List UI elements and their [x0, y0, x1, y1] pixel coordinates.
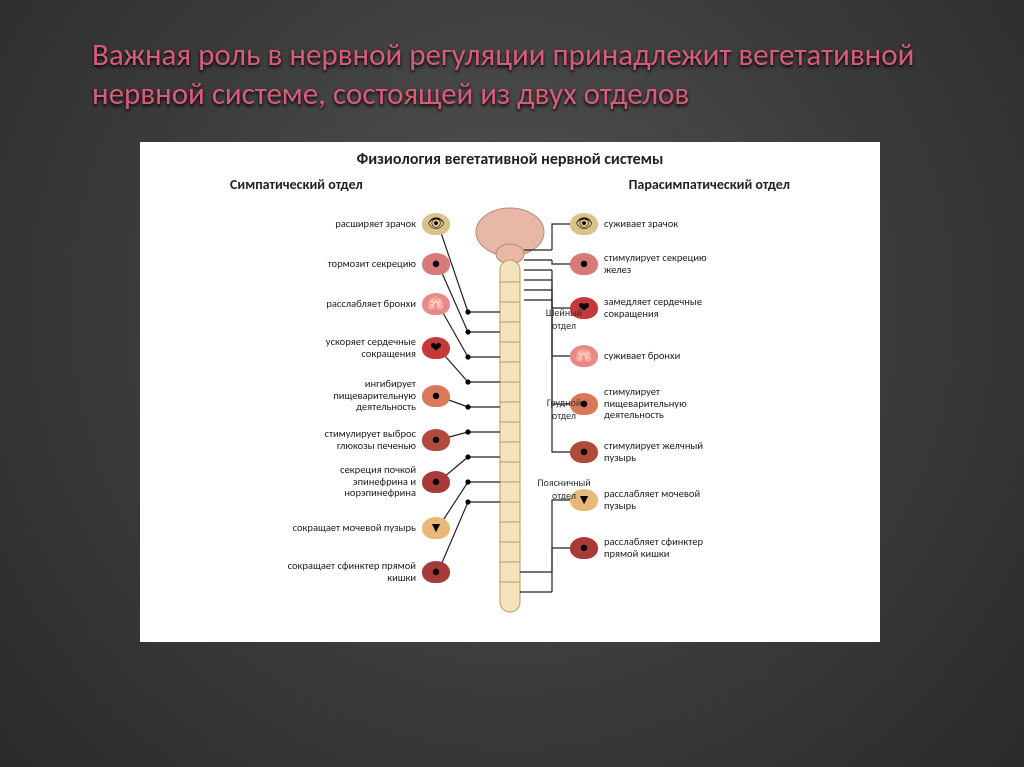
diagram-title: Физиология вегетативной нервной системы	[140, 150, 880, 169]
bladder-icon: ▼	[422, 517, 450, 539]
effect-label: замедляет сердечные сокращения	[598, 296, 733, 319]
lung-icon: 🫁	[422, 293, 450, 315]
slide-title: Важная роль в нервной регуляции принадле…	[0, 0, 1024, 142]
lung-icon: 🫁	[570, 345, 598, 367]
effect-label: суживает бронхи	[598, 350, 680, 362]
gut-icon: ●	[422, 385, 450, 407]
parasympathetic-row: ●стимулирует пищеварительную деятельност…	[570, 385, 733, 423]
effect-label: сокращает сфинктер прямой кишки	[287, 560, 422, 583]
heart-icon: ❤	[422, 337, 450, 359]
parasympathetic-header: Парасимпатический отдел	[629, 176, 790, 193]
sympathetic-row: тормозит секрецию●	[328, 245, 450, 283]
gland-icon: ●	[570, 253, 598, 275]
sympathetic-row: секреция почкой эпинефрина и норэпинефри…	[287, 463, 450, 501]
parasympathetic-row: ●стимулирует секрецию желез	[570, 245, 733, 283]
parasympathetic-row: ●стимулирует желчный пузырь	[570, 433, 733, 471]
eye-icon: 👁	[422, 213, 450, 235]
parasympathetic-row: ●расслабляет сфинктер прямой кишки	[570, 529, 733, 567]
effect-label: расслабляет бронхи	[326, 298, 422, 310]
effect-label: стимулирует пищеварительную деятельность	[598, 386, 733, 421]
effect-label: стимулирует желчный пузырь	[598, 440, 733, 463]
sympathetic-row: ускоряет сердечные сокращения❤	[287, 329, 450, 367]
sphincter-icon: ●	[570, 537, 598, 559]
effect-label: сокращает мочевой пузырь	[293, 522, 422, 534]
effect-label: стимулирует выброс глюкозы печенью	[287, 428, 422, 451]
sympathetic-row: сокращает сфинктер прямой кишки●	[287, 553, 450, 591]
sympathetic-row: ингибирует пищеварительную деятельность●	[287, 377, 450, 415]
effect-label: суживает зрачок	[598, 218, 678, 230]
effect-label: ингибирует пищеварительную деятельность	[287, 378, 422, 413]
effect-label: стимулирует секрецию желез	[598, 252, 733, 275]
ans-diagram: Физиология вегетативной нервной системы …	[140, 142, 880, 642]
kidney-icon: ●	[422, 471, 450, 493]
effect-label: тормозит секрецию	[328, 258, 422, 270]
effect-label: расслабляет сфинктер прямой кишки	[598, 536, 733, 559]
sympathetic-row: стимулирует выброс глюкозы печенью●	[287, 421, 450, 459]
effect-label: расширяет зрачок	[335, 218, 422, 230]
parasympathetic-row: 👁суживает зрачок	[570, 205, 678, 243]
effect-label: ускоряет сердечные сокращения	[287, 336, 422, 359]
liver-icon: ●	[570, 441, 598, 463]
sympathetic-row: расширяет зрачок👁	[335, 205, 450, 243]
sphincter-icon: ●	[422, 561, 450, 583]
sympathetic-row: расслабляет бронхи🫁	[326, 285, 450, 323]
liver-icon: ●	[422, 429, 450, 451]
parasympathetic-row: 🫁суживает бронхи	[570, 337, 680, 375]
parasympathetic-row: ▼расслабляет мочевой пузырь	[570, 481, 733, 519]
eye-icon: 👁	[570, 213, 598, 235]
spine-section-label: Поясничный отдел	[534, 476, 594, 502]
spine-and-nerves	[140, 142, 880, 642]
effect-label: секреция почкой эпинефрина и норэпинефри…	[287, 464, 422, 499]
spine-section-label: Шейный отдел	[534, 306, 594, 332]
gland-icon: ●	[422, 253, 450, 275]
spine-section-label: Грудной отдел	[534, 396, 594, 422]
effect-label: расслабляет мочевой пузырь	[598, 488, 733, 511]
sympathetic-header: Симпатический отдел	[230, 176, 363, 193]
sympathetic-row: сокращает мочевой пузырь▼	[293, 509, 450, 547]
parasympathetic-row: ❤замедляет сердечные сокращения	[570, 289, 733, 327]
